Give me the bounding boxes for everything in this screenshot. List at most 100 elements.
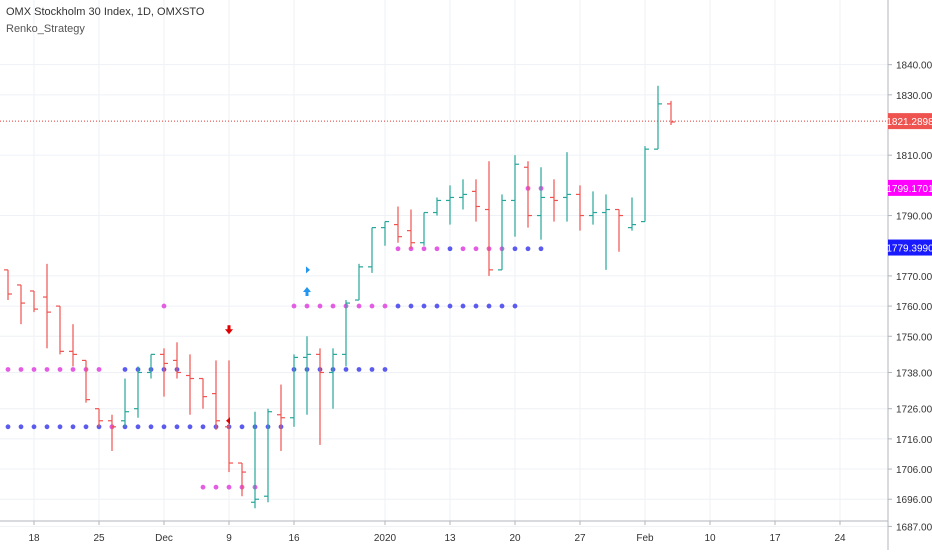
long-signal-arrow <box>303 286 311 296</box>
time-tick-label: 13 <box>444 533 456 544</box>
ohlc-bar <box>667 100 675 126</box>
symbol-title: OMX Stockholm 30 Index, 1D, OMXSTO <box>6 6 205 18</box>
indicator-dot <box>447 246 453 252</box>
ohlc-bar <box>30 290 38 313</box>
ohlc-bar <box>420 211 428 246</box>
price-tick-label: 1790.0000 <box>896 212 932 223</box>
indicator-dot <box>434 246 440 252</box>
indicator-dot <box>83 424 89 430</box>
ohlc-bar <box>602 194 610 270</box>
indicator-dot <box>70 424 76 430</box>
ohlc-bar <box>498 194 506 271</box>
ohlc-bar <box>212 360 220 430</box>
level-price-label-bg <box>888 239 932 256</box>
indicator-dot <box>356 367 362 372</box>
indicator-dot <box>122 367 128 372</box>
level-price-label: 1799.1701 <box>886 184 932 195</box>
indicator-dot <box>356 303 362 309</box>
price-bars <box>4 85 675 509</box>
time-tick-label: Feb <box>636 533 654 544</box>
ohlc-bar <box>173 342 181 379</box>
time-tick-label: 27 <box>574 533 586 544</box>
ohlc-bar <box>4 269 12 301</box>
ohlc-bar <box>368 227 376 273</box>
ohlc-bar <box>277 384 285 451</box>
indicator-dot <box>486 303 492 309</box>
price-tick-label: 1830.0000 <box>896 91 932 102</box>
time-tick-label: 18 <box>28 533 40 544</box>
indicator-dot <box>161 303 167 309</box>
ohlc-bar <box>121 378 129 427</box>
ohlc-bar <box>641 146 649 223</box>
price-tick-label: 1738.0000 <box>896 368 932 379</box>
price-tick-label: 1760.0000 <box>896 302 932 313</box>
ohlc-bar <box>264 408 272 503</box>
price-tick-label: 1840.0000 <box>896 61 932 72</box>
time-axis[interactable]: 18 25 Dec 9 16 2020 13 20 27 Feb 10 17 24 <box>28 521 846 544</box>
ohlc-bar <box>95 408 103 427</box>
indicator-dot <box>408 246 414 252</box>
ohlc-bar <box>238 462 246 497</box>
indicator-dot <box>395 303 401 309</box>
ohlc-bar <box>394 206 402 243</box>
ohlc-bar <box>407 209 415 249</box>
indicator-dot <box>525 246 531 252</box>
level-price-label: 1779.3990 <box>886 244 932 255</box>
indicator-dot <box>31 424 37 430</box>
indicator-dot <box>460 303 466 309</box>
exit-short-marker <box>226 417 230 425</box>
level-price-label-bg <box>888 179 932 196</box>
time-tick-label: Dec <box>155 533 173 544</box>
indicator-dot <box>5 424 11 430</box>
indicator-dot <box>57 424 63 430</box>
indicator-dot <box>330 303 336 309</box>
indicator-dot <box>473 303 479 309</box>
ohlc-bar <box>446 185 454 225</box>
ohlc-bar <box>147 353 155 379</box>
ohlc-bar <box>199 377 207 409</box>
ohlc-bar <box>472 179 480 222</box>
price-tick-label: 1750.0000 <box>896 332 932 343</box>
indicator-dot <box>447 303 453 309</box>
ohlc-bar <box>459 179 467 210</box>
time-tick-label: 16 <box>288 533 300 544</box>
ohlc-bar <box>56 305 64 355</box>
ohlc-bar <box>329 348 337 409</box>
indicator-dot <box>369 367 375 372</box>
ohlc-bar <box>537 167 545 240</box>
indicator-dot <box>499 303 505 309</box>
ohlc-bar <box>355 263 363 301</box>
price-axis[interactable]: 1840.0000 1830.0000 1810.0000 1790.0000 1770… <box>888 61 932 534</box>
ohlc-bar <box>342 300 350 367</box>
ohlc-bar <box>43 263 51 349</box>
ohlc-bar <box>134 366 142 418</box>
ohlc-bar <box>251 411 259 509</box>
indicator-dot <box>31 367 37 372</box>
indicator-dot <box>161 424 167 430</box>
indicator-dot <box>395 246 401 252</box>
indicator-dot <box>408 303 414 309</box>
ohlc-bar <box>290 354 298 427</box>
time-tick-label: 9 <box>226 533 232 544</box>
ohlc-bar <box>550 179 558 222</box>
indicator-dot <box>382 303 388 309</box>
price-tick-label: 1810.0000 <box>896 151 932 162</box>
indicator-dot <box>44 367 50 372</box>
indicator-dot <box>57 367 63 372</box>
ohlc-bar <box>316 348 324 445</box>
ohlc-bar <box>615 208 623 252</box>
indicator-dot <box>5 367 11 372</box>
indicator-dot <box>473 246 479 252</box>
indicator-dot <box>226 484 232 490</box>
price-tick-label: 1696.0000 <box>896 495 932 506</box>
study-name: Renko_Strategy <box>6 23 85 35</box>
indicator-dot <box>70 367 76 372</box>
ohlc-bar <box>17 284 25 325</box>
short-signal-arrow <box>225 325 233 335</box>
ohlc-bar <box>381 220 389 246</box>
indicator-dot <box>174 424 180 430</box>
price-tick-label: 1726.0000 <box>896 405 932 416</box>
indicator-dot <box>369 303 375 309</box>
